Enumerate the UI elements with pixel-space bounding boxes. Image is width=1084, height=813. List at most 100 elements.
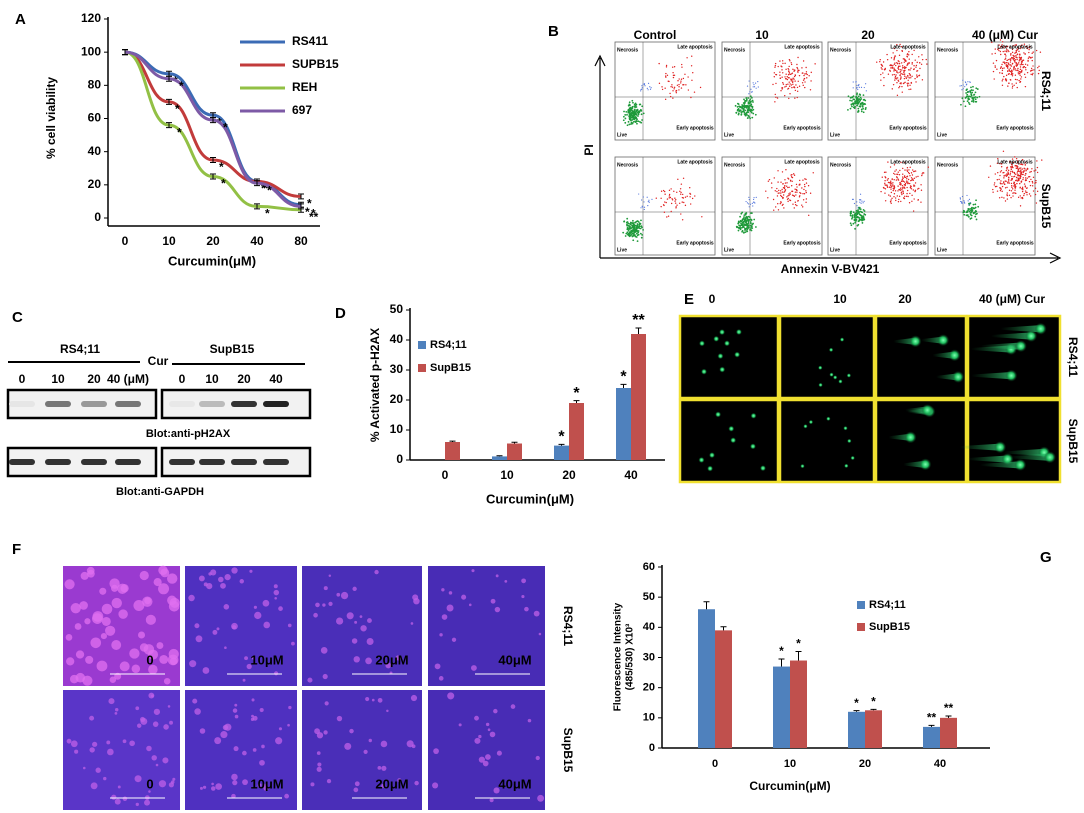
stained-cell: [441, 588, 445, 592]
cell-dot: [861, 217, 864, 220]
cell-dot: [776, 97, 779, 99]
comet-head: [803, 424, 808, 429]
stained-cell: [138, 631, 146, 639]
cell-dot: [753, 84, 755, 86]
cell-dot: [1007, 169, 1010, 172]
cell-dot: [672, 97, 674, 99]
cell-dot: [894, 79, 896, 81]
cell-dot: [1026, 194, 1028, 196]
cell-dot: [859, 208, 862, 211]
stained-cell: [381, 783, 386, 788]
stained-cell: [317, 762, 322, 767]
cell-dot: [743, 113, 746, 115]
cell-dot: [1026, 71, 1029, 74]
cell-dot: [634, 102, 637, 105]
cell-dot: [753, 218, 756, 221]
cell-dot: [895, 179, 898, 181]
cell-dot: [1014, 78, 1017, 81]
cell-dot: [641, 87, 643, 89]
cell-dot: [635, 228, 638, 230]
cell-dot: [1033, 170, 1035, 172]
cell-dot: [1030, 57, 1032, 59]
comet-head: [701, 368, 708, 375]
cell-dot: [890, 186, 893, 188]
cell-dot: [750, 219, 753, 222]
x-axis-label: Curcumin(μM): [749, 779, 830, 793]
cell-dot: [994, 48, 996, 50]
cell-dot: [738, 105, 741, 108]
cell-dot: [1011, 83, 1013, 85]
significance: *: [558, 429, 565, 446]
cell-dot: [1023, 52, 1025, 54]
cell-dot: [797, 80, 799, 82]
cell-dot: [749, 203, 752, 205]
stained-cell: [163, 677, 171, 685]
cell-dot: [1013, 69, 1015, 71]
comet-tail: [980, 461, 1021, 469]
cell-dot: [1025, 187, 1028, 189]
cell-dot: [1004, 62, 1006, 65]
cell-dot: [633, 234, 636, 237]
cell-dot: [1031, 56, 1033, 59]
cell-dot: [629, 227, 631, 229]
cell-dot: [1018, 59, 1021, 61]
cell-dot: [1029, 195, 1032, 197]
cell-dot: [755, 87, 757, 89]
cell-dot: [782, 187, 785, 189]
cell-dot: [749, 224, 752, 227]
cell-dot: [896, 176, 898, 179]
cell-dot: [1008, 82, 1010, 84]
cell-dot: [752, 82, 754, 84]
cell-dot: [1004, 183, 1006, 185]
cell-dot: [910, 177, 913, 179]
cell-dot: [628, 110, 630, 113]
cell-dot: [1001, 63, 1003, 66]
cell-dot: [1013, 182, 1016, 184]
cell-dot: [899, 71, 902, 73]
cell-dot: [966, 100, 969, 103]
cell-dot: [632, 219, 634, 222]
cell-dot: [923, 172, 925, 174]
cell-dot: [852, 103, 855, 106]
cell-dot: [902, 192, 904, 195]
cell-dot: [1021, 168, 1024, 170]
cell-dot: [918, 62, 921, 64]
stained-cell: [131, 664, 141, 674]
cell-dot: [974, 100, 977, 103]
cell-dot: [903, 71, 905, 74]
cell-dot: [1019, 167, 1021, 169]
stained-cell: [158, 583, 170, 595]
cell-dot: [992, 191, 994, 193]
stained-cell: [111, 794, 117, 800]
cell-dot: [1019, 81, 1021, 84]
cell-dot: [796, 204, 798, 207]
cell-dot: [1012, 73, 1014, 75]
comet-head: [1034, 322, 1047, 335]
cell-dot: [898, 60, 900, 63]
cell-dot: [992, 188, 994, 191]
cell-dot: [670, 210, 672, 213]
cell-dot: [785, 185, 788, 187]
cell-dot: [740, 111, 743, 114]
cell-dot: [967, 101, 970, 104]
cell-dot: [1031, 185, 1034, 187]
cell-dot: [802, 206, 804, 208]
image-label: 10μM: [250, 776, 283, 791]
cell-dot: [917, 175, 919, 178]
cell-dot: [776, 190, 778, 193]
stained-cell: [323, 730, 328, 735]
cell-dot: [1005, 64, 1007, 67]
cell-dot: [904, 187, 906, 189]
cell-dot: [793, 78, 795, 80]
cell-dot: [913, 198, 915, 200]
cell-dot: [1011, 188, 1014, 190]
cell-dot: [972, 207, 975, 210]
stained-cell: [167, 705, 171, 708]
cell-dot: [794, 191, 797, 193]
cell-dot: [1030, 170, 1032, 173]
cell-dot: [814, 63, 816, 65]
cell-dot: [803, 74, 805, 77]
cell-dot: [994, 65, 996, 67]
comet-tail: [960, 443, 1001, 451]
cell-dot: [784, 182, 787, 184]
